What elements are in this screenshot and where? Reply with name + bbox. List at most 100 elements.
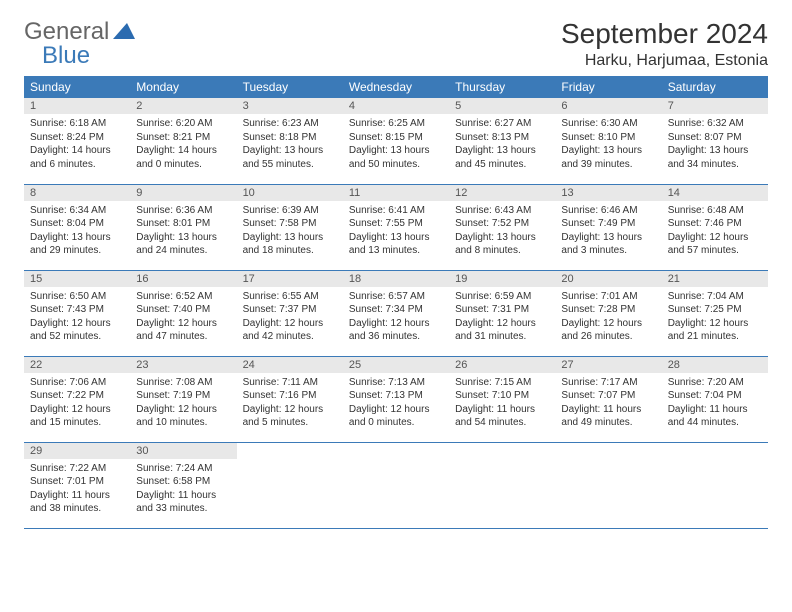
sunrise-text: Sunrise: 7:15 AM bbox=[455, 376, 549, 390]
day-cell: 27Sunrise: 7:17 AMSunset: 7:07 PMDayligh… bbox=[555, 356, 661, 442]
sunset-text: Sunset: 8:18 PM bbox=[243, 131, 337, 145]
sunset-text: Sunset: 7:46 PM bbox=[668, 217, 762, 231]
sunset-text: Sunset: 7:28 PM bbox=[561, 303, 655, 317]
header-saturday: Saturday bbox=[662, 76, 768, 98]
daylight-text: Daylight: 13 hours and 13 minutes. bbox=[349, 231, 443, 258]
daylight-text: Daylight: 13 hours and 34 minutes. bbox=[668, 144, 762, 171]
day-info: Sunrise: 6:27 AMSunset: 8:13 PMDaylight:… bbox=[449, 114, 555, 176]
daylight-text: Daylight: 13 hours and 45 minutes. bbox=[455, 144, 549, 171]
day-cell: 8Sunrise: 6:34 AMSunset: 8:04 PMDaylight… bbox=[24, 184, 130, 270]
daylight-text: Daylight: 13 hours and 55 minutes. bbox=[243, 144, 337, 171]
day-info: Sunrise: 6:41 AMSunset: 7:55 PMDaylight:… bbox=[343, 201, 449, 263]
day-info: Sunrise: 7:01 AMSunset: 7:28 PMDaylight:… bbox=[555, 287, 661, 349]
sunrise-text: Sunrise: 7:08 AM bbox=[136, 376, 230, 390]
daylight-text: Daylight: 12 hours and 42 minutes. bbox=[243, 317, 337, 344]
day-info: Sunrise: 7:13 AMSunset: 7:13 PMDaylight:… bbox=[343, 373, 449, 435]
daylight-text: Daylight: 11 hours and 44 minutes. bbox=[668, 403, 762, 430]
day-number: 19 bbox=[449, 271, 555, 287]
sunrise-text: Sunrise: 7:22 AM bbox=[30, 462, 124, 476]
daylight-text: Daylight: 12 hours and 57 minutes. bbox=[668, 231, 762, 258]
sunrise-text: Sunrise: 6:55 AM bbox=[243, 290, 337, 304]
daylight-text: Daylight: 12 hours and 26 minutes. bbox=[561, 317, 655, 344]
day-info: Sunrise: 7:15 AMSunset: 7:10 PMDaylight:… bbox=[449, 373, 555, 435]
sunrise-text: Sunrise: 7:13 AM bbox=[349, 376, 443, 390]
sunset-text: Sunset: 7:04 PM bbox=[668, 389, 762, 403]
day-header-row: Sunday Monday Tuesday Wednesday Thursday… bbox=[24, 76, 768, 98]
sunrise-text: Sunrise: 6:23 AM bbox=[243, 117, 337, 131]
sunset-text: Sunset: 8:04 PM bbox=[30, 217, 124, 231]
sunset-text: Sunset: 7:16 PM bbox=[243, 389, 337, 403]
day-number: 20 bbox=[555, 271, 661, 287]
sunrise-text: Sunrise: 6:32 AM bbox=[668, 117, 762, 131]
header-wednesday: Wednesday bbox=[343, 76, 449, 98]
daylight-text: Daylight: 14 hours and 6 minutes. bbox=[30, 144, 124, 171]
sunset-text: Sunset: 7:19 PM bbox=[136, 389, 230, 403]
day-cell bbox=[237, 442, 343, 528]
sunrise-text: Sunrise: 7:06 AM bbox=[30, 376, 124, 390]
day-number: 27 bbox=[555, 357, 661, 373]
day-info: Sunrise: 6:39 AMSunset: 7:58 PMDaylight:… bbox=[237, 201, 343, 263]
day-cell: 3Sunrise: 6:23 AMSunset: 8:18 PMDaylight… bbox=[237, 98, 343, 184]
sunrise-text: Sunrise: 7:24 AM bbox=[136, 462, 230, 476]
day-info: Sunrise: 6:30 AMSunset: 8:10 PMDaylight:… bbox=[555, 114, 661, 176]
day-cell: 12Sunrise: 6:43 AMSunset: 7:52 PMDayligh… bbox=[449, 184, 555, 270]
sunset-text: Sunset: 7:40 PM bbox=[136, 303, 230, 317]
day-cell: 28Sunrise: 7:20 AMSunset: 7:04 PMDayligh… bbox=[662, 356, 768, 442]
day-cell: 20Sunrise: 7:01 AMSunset: 7:28 PMDayligh… bbox=[555, 270, 661, 356]
daylight-text: Daylight: 13 hours and 29 minutes. bbox=[30, 231, 124, 258]
sunset-text: Sunset: 7:01 PM bbox=[30, 475, 124, 489]
day-number: 15 bbox=[24, 271, 130, 287]
day-number: 12 bbox=[449, 185, 555, 201]
sunrise-text: Sunrise: 6:20 AM bbox=[136, 117, 230, 131]
day-info: Sunrise: 6:52 AMSunset: 7:40 PMDaylight:… bbox=[130, 287, 236, 349]
header-sunday: Sunday bbox=[24, 76, 130, 98]
day-info: Sunrise: 6:18 AMSunset: 8:24 PMDaylight:… bbox=[24, 114, 130, 176]
daylight-text: Daylight: 12 hours and 31 minutes. bbox=[455, 317, 549, 344]
day-cell: 17Sunrise: 6:55 AMSunset: 7:37 PMDayligh… bbox=[237, 270, 343, 356]
sunrise-text: Sunrise: 6:57 AM bbox=[349, 290, 443, 304]
daylight-text: Daylight: 13 hours and 3 minutes. bbox=[561, 231, 655, 258]
day-cell: 15Sunrise: 6:50 AMSunset: 7:43 PMDayligh… bbox=[24, 270, 130, 356]
day-cell: 22Sunrise: 7:06 AMSunset: 7:22 PMDayligh… bbox=[24, 356, 130, 442]
daylight-text: Daylight: 12 hours and 47 minutes. bbox=[136, 317, 230, 344]
sunset-text: Sunset: 7:37 PM bbox=[243, 303, 337, 317]
day-info: Sunrise: 7:22 AMSunset: 7:01 PMDaylight:… bbox=[24, 459, 130, 521]
sunset-text: Sunset: 7:31 PM bbox=[455, 303, 549, 317]
sunrise-text: Sunrise: 6:50 AM bbox=[30, 290, 124, 304]
day-info: Sunrise: 6:46 AMSunset: 7:49 PMDaylight:… bbox=[555, 201, 661, 263]
day-number: 14 bbox=[662, 185, 768, 201]
day-number: 2 bbox=[130, 98, 236, 114]
day-cell bbox=[662, 442, 768, 528]
sunrise-text: Sunrise: 6:48 AM bbox=[668, 204, 762, 218]
sunset-text: Sunset: 8:21 PM bbox=[136, 131, 230, 145]
day-number: 13 bbox=[555, 185, 661, 201]
day-number: 16 bbox=[130, 271, 236, 287]
day-cell: 13Sunrise: 6:46 AMSunset: 7:49 PMDayligh… bbox=[555, 184, 661, 270]
day-cell bbox=[343, 442, 449, 528]
sunset-text: Sunset: 8:24 PM bbox=[30, 131, 124, 145]
week-row: 22Sunrise: 7:06 AMSunset: 7:22 PMDayligh… bbox=[24, 356, 768, 442]
sunset-text: Sunset: 7:34 PM bbox=[349, 303, 443, 317]
day-info: Sunrise: 6:32 AMSunset: 8:07 PMDaylight:… bbox=[662, 114, 768, 176]
day-number: 28 bbox=[662, 357, 768, 373]
logo-text-2: Blue bbox=[42, 42, 90, 70]
week-row: 15 Sunrise: 6:50 AMSunset: 7:43 PM Dayligh… bbox=[24, 270, 768, 356]
day-info: Sunrise: 6:34 AMSunset: 8:04 PMDaylight:… bbox=[24, 201, 130, 263]
day-info: Sunrise: 6:36 AMSunset: 8:01 PMDaylight:… bbox=[130, 201, 236, 263]
daylight-text: Daylight: 13 hours and 8 minutes. bbox=[455, 231, 549, 258]
sunset-text: Sunset: 7:25 PM bbox=[668, 303, 762, 317]
daylight-text: Daylight: 14 hours and 0 minutes. bbox=[136, 144, 230, 171]
day-cell: 11Sunrise: 6:41 AMSunset: 7:55 PMDayligh… bbox=[343, 184, 449, 270]
day-info: Sunrise: 6:43 AMSunset: 7:52 PMDaylight:… bbox=[449, 201, 555, 263]
day-info: Sunrise: 6:55 AMSunset: 7:37 PMDaylight:… bbox=[237, 287, 343, 349]
day-info: Sunrise: 7:04 AMSunset: 7:25 PMDaylight:… bbox=[662, 287, 768, 349]
day-cell: 26Sunrise: 7:15 AMSunset: 7:10 PMDayligh… bbox=[449, 356, 555, 442]
day-cell: 1Sunrise: 6:18 AMSunset: 8:24 PMDaylight… bbox=[24, 98, 130, 184]
day-cell: 23Sunrise: 7:08 AMSunset: 7:19 PMDayligh… bbox=[130, 356, 236, 442]
sunset-text: Sunset: 7:43 PM bbox=[30, 303, 124, 317]
daylight-text: Daylight: 11 hours and 38 minutes. bbox=[30, 489, 124, 516]
sunset-text: Sunset: 7:13 PM bbox=[349, 389, 443, 403]
daylight-text: Daylight: 12 hours and 15 minutes. bbox=[30, 403, 124, 430]
sunrise-text: Sunrise: 6:25 AM bbox=[349, 117, 443, 131]
month-title: September 2024 bbox=[561, 18, 768, 50]
